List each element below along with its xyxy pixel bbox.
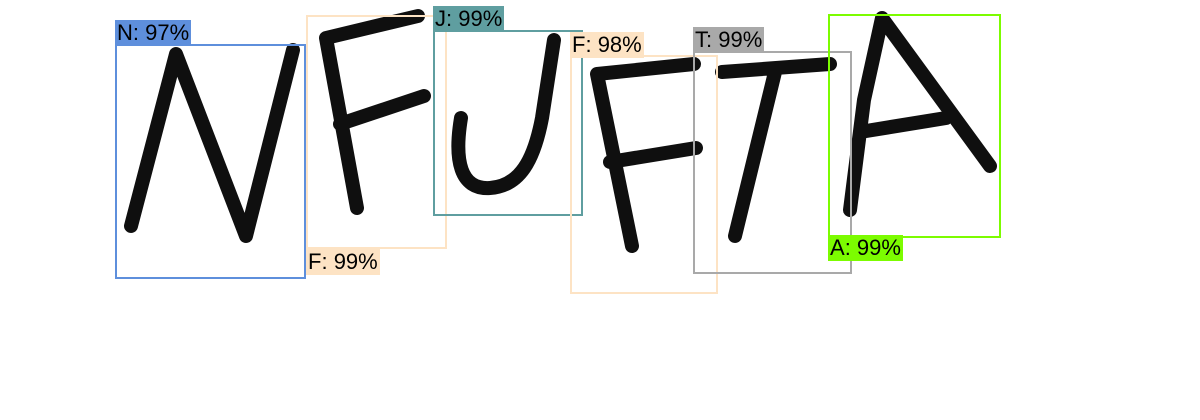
detection-box-f-2 <box>570 55 718 294</box>
detection-label-j: J: 99% <box>433 6 505 32</box>
label-separator: : <box>446 6 459 31</box>
detection-score: 97% <box>145 20 190 45</box>
glyph-a <box>843 11 997 217</box>
detection-score: 99% <box>718 27 763 52</box>
detection-class: N <box>117 20 133 45</box>
detection-score: 99% <box>333 249 378 274</box>
detection-label-f-1: F: 99% <box>306 249 380 275</box>
detection-box-n <box>115 44 306 279</box>
detection-box-j <box>433 30 583 216</box>
glyph-n <box>124 43 300 243</box>
detection-box-a <box>828 14 1001 238</box>
detection-score: 99% <box>458 6 503 31</box>
label-separator: : <box>844 235 857 260</box>
detection-box-f-1 <box>306 15 447 249</box>
detection-score: 98% <box>597 32 642 57</box>
detection-label-t: T: 99% <box>693 27 765 53</box>
glyph-j <box>451 33 561 196</box>
detection-class: J <box>435 6 446 31</box>
glyph-f-2 <box>590 57 703 253</box>
label-separator: : <box>321 249 334 274</box>
label-separator: : <box>132 20 146 45</box>
detection-box-t <box>693 51 852 274</box>
detection-class: A <box>830 235 845 260</box>
glyph-t <box>715 57 837 243</box>
detection-label-n: N: 97% <box>115 20 192 46</box>
detection-class: F <box>572 32 586 57</box>
glyph-f-1 <box>319 9 431 215</box>
label-separator: : <box>585 32 598 57</box>
detection-score: 99% <box>856 235 901 260</box>
detection-label-a: A: 99% <box>828 235 903 261</box>
detection-class: T <box>695 27 706 52</box>
label-separator: : <box>706 27 719 52</box>
detection-class: F <box>308 249 322 274</box>
detection-label-f-2: F: 98% <box>570 32 644 58</box>
